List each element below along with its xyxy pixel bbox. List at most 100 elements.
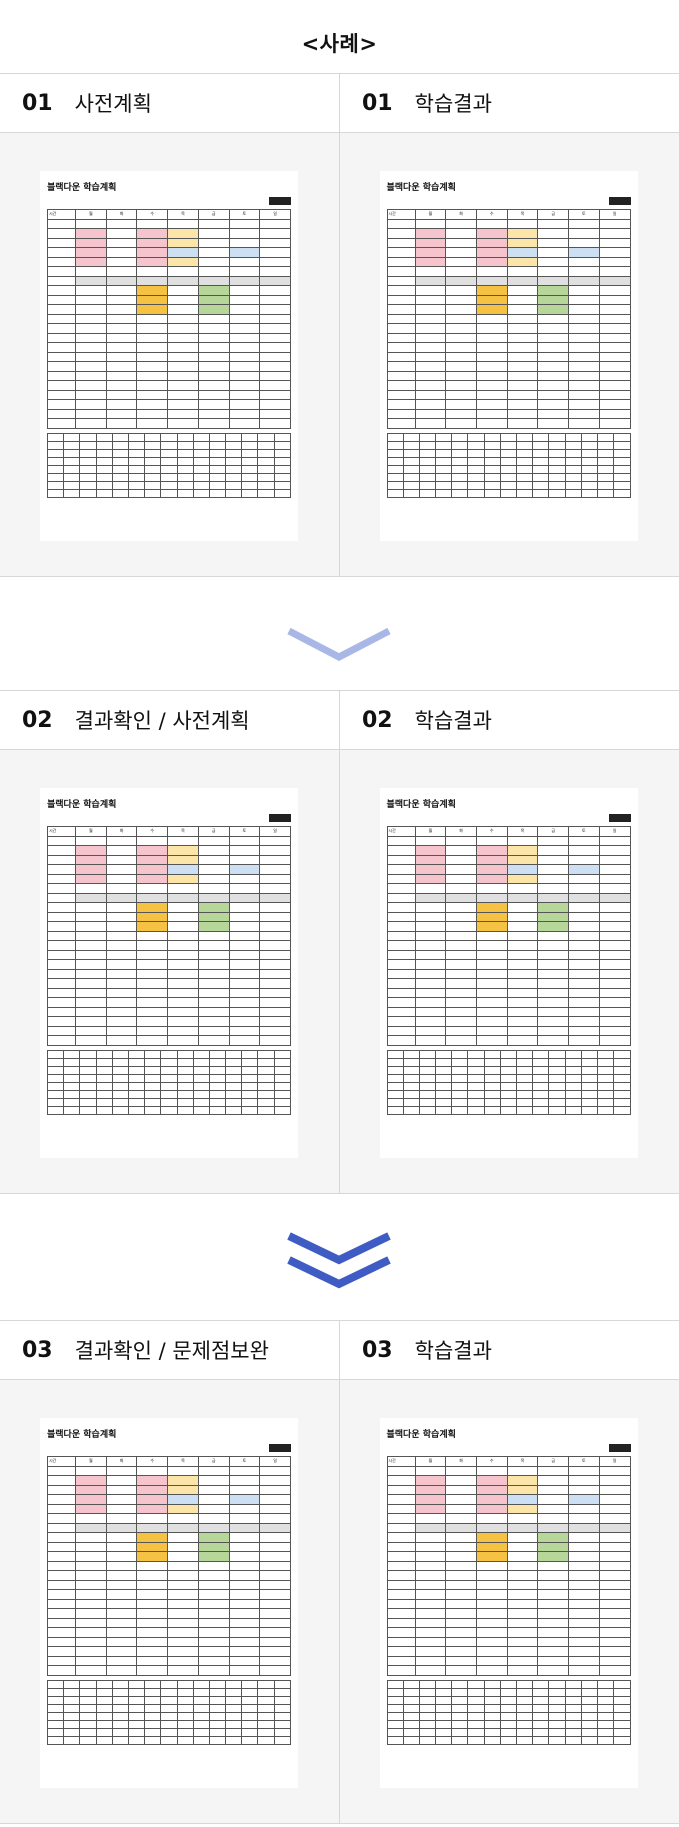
score-cell [386,488,404,498]
timetable-cell [105,389,138,400]
timetable-cell [386,1503,416,1514]
timetable-cell [475,921,508,932]
timetable-row [386,418,631,429]
timetable-cell [386,1617,416,1628]
timetable-header-cell: 토 [228,209,261,220]
timetable-cell [105,380,138,391]
score-cell [95,432,113,442]
score-cell [580,1105,598,1115]
timetable-header-cell: 토 [228,826,261,837]
timetable-cell [598,313,631,324]
timetable-row [47,247,291,258]
timetable-cell [445,921,477,932]
score-cell [144,1719,162,1729]
score-cell [95,472,113,482]
timetable-cell [259,854,291,865]
timetable-cell [197,987,230,998]
score-cell [515,1719,534,1729]
timetable-cell [47,873,76,884]
score-cell [515,1073,534,1083]
timetable-row [47,228,291,239]
timetable-cell [414,389,447,400]
step-number: 01 [362,90,393,116]
timetable-cell [75,1465,107,1476]
timetable-cell [105,361,138,372]
timetable-cell [228,332,261,343]
step-number: 02 [362,707,393,733]
timetable-cell [506,864,539,875]
score-cell [144,1711,162,1721]
timetable-cell [47,228,76,239]
score-cell [46,1049,65,1059]
score-cell [241,1105,259,1115]
timetable-cell [414,370,447,381]
score-cell [532,1695,550,1705]
timetable-cell [47,1560,76,1571]
score-cell [144,1687,162,1697]
score-cell [241,488,259,498]
timetable-cell [75,1617,107,1628]
timetable-cell [475,1035,508,1046]
timetable-cell [259,883,291,894]
score-cell [63,1727,81,1737]
timetable-cell [537,361,570,372]
score-cell [402,1719,420,1729]
timetable-header-cell: 일 [598,1456,631,1467]
timetable-cell [475,418,508,429]
timetable-cell [47,1551,76,1562]
score-cell [111,1695,129,1705]
score-cell [160,1679,178,1689]
timetable-cell [75,1551,107,1562]
score-cell [402,1105,420,1115]
timetable-cell [537,275,570,286]
timetable-cell [598,1494,631,1505]
score-cell [386,1735,404,1745]
score-cell [451,1735,469,1745]
timetable-cell [386,275,416,286]
timetable-cell [228,237,261,248]
score-cell [111,1711,129,1721]
timetable-row [386,1636,631,1647]
timetable-cell [75,1589,107,1600]
sheet-meta [47,197,291,205]
score-cell [580,1711,598,1721]
timetable-cell [75,845,107,856]
score-cell [402,1711,420,1721]
score-cell [515,1097,534,1107]
timetable-cell [259,1475,291,1486]
timetable-cell [167,1513,199,1524]
timetable-cell [75,1655,107,1666]
timetable-cell [506,1016,539,1027]
result-image-pane: 블랙다운 학습계획 시간 월 화 수 목 금 토 일 [338,133,679,576]
timetable-cell [414,854,447,865]
score-cell [160,1097,178,1107]
score-cell [418,432,437,442]
timetable-cell [136,902,169,913]
timetable-cell [136,1665,169,1676]
timetable-cell [537,285,570,296]
timetable-cell [75,1494,107,1505]
score-cell [435,1735,453,1745]
score-cell [127,472,146,482]
timetable-row [386,1025,631,1036]
score-cell [127,440,146,450]
score-cell [273,1735,292,1745]
timetable-cell [197,1646,230,1657]
score-cell [225,1057,243,1067]
score-cell [435,1097,453,1107]
timetable-cell [105,247,138,258]
timetable-header-cell: 월 [414,826,447,837]
timetable-cell [136,313,169,324]
timetable-cell [386,959,416,970]
timetable-cell [197,864,230,875]
timetable-cell [136,959,169,970]
timetable-cell [445,408,477,419]
score-cell [63,1073,81,1083]
timetable-cell [568,351,600,362]
timetable-cell [598,1589,631,1600]
timetable-cell [568,418,600,429]
timetable-cell [598,940,631,951]
score-cell [402,448,420,458]
timetable-row [47,1570,291,1581]
timetable-cell [598,1551,631,1562]
